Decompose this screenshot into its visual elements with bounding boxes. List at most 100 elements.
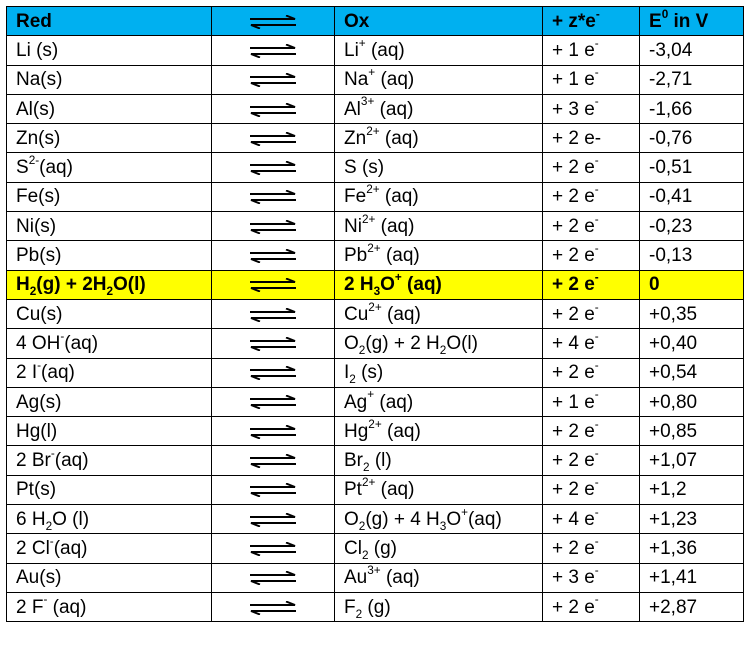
cell-red: Au(s) [6, 562, 212, 593]
table-row: Na(s) Na+ (aq) + 1 e- -2,71 [6, 64, 744, 95]
cell-equilibrium [211, 298, 335, 330]
equilibrium-arrows-icon [250, 512, 296, 527]
cell-electrons: + 3 e- [542, 93, 640, 125]
equilibrium-arrows-icon [250, 571, 296, 586]
cell-standard-potential: 0 [639, 269, 744, 300]
equilibrium-arrows-icon [250, 336, 296, 351]
cell-electrons: + 2 e- [542, 533, 640, 564]
cell-electrons: + 1 e- [542, 386, 640, 418]
header-electrons: + z*e- [542, 5, 640, 37]
cell-red: 2 F- (aq) [6, 591, 212, 623]
cell-ox: Ni2+ (aq) [334, 211, 543, 242]
cell-standard-potential: +0,85 [639, 416, 744, 447]
table-row: Pt(s) Pt2+ (aq) + 2 e- +1,2 [6, 474, 744, 506]
cell-red: Fe(s) [6, 181, 212, 213]
cell-standard-potential: -0,76 [639, 123, 744, 154]
table-row: Fe(s) Fe2+ (aq) + 2 e- -0,41 [6, 181, 744, 213]
cell-ox: Pt2+ (aq) [334, 474, 543, 506]
cell-standard-potential: -0,41 [639, 181, 744, 213]
cell-equilibrium [211, 357, 335, 388]
cell-red: 2 Cl-(aq) [6, 533, 212, 564]
cell-red: Pb(s) [6, 240, 212, 271]
cell-red: H2(g) + 2H2O(l) [6, 269, 212, 300]
cell-electrons: + 1 e- [542, 35, 640, 66]
cell-red: Li (s) [6, 35, 212, 66]
cell-red: 4 OH-(aq) [6, 328, 212, 359]
cell-equilibrium [211, 562, 335, 593]
cell-ox: S (s) [334, 152, 543, 183]
redox-series-table-container: Red Ox + z*e- E0 in V Li (s) Li+ (aq) + [6, 5, 744, 623]
table-row: 4 OH-(aq) O2(g) + 2 H2O(l) + 4 e- +0,40 [6, 328, 744, 359]
equilibrium-arrows-icon [250, 190, 296, 205]
table-row: Zn(s) Zn2+ (aq) + 2 e- -0,76 [6, 123, 744, 154]
cell-red: Cu(s) [6, 298, 212, 330]
cell-ox: Cl2 (g) [334, 533, 543, 564]
equilibrium-arrows-icon [250, 454, 296, 469]
cell-ox: Zn2+ (aq) [334, 123, 543, 154]
cell-standard-potential: +1,2 [639, 474, 744, 506]
equilibrium-arrows-icon [250, 73, 296, 88]
table-row: 2 Br-(aq) Br2 (l) + 2 e- +1,07 [6, 445, 744, 476]
equilibrium-arrows-icon [250, 600, 296, 615]
table-row: 2 Cl-(aq) Cl2 (g) + 2 e- +1,36 [6, 533, 744, 564]
cell-equilibrium [211, 533, 335, 564]
cell-equilibrium [211, 93, 335, 125]
cell-electrons: + 2 e- [542, 181, 640, 213]
cell-standard-potential: -2,71 [639, 64, 744, 95]
equilibrium-arrows-icon [250, 483, 296, 498]
table-row: S2-(aq) S (s) + 2 e- -0,51 [6, 152, 744, 183]
equilibrium-arrows-icon [250, 249, 296, 263]
table-row: Li (s) Li+ (aq) + 1 e- -3,04 [6, 35, 744, 66]
equilibrium-arrows-icon [250, 161, 296, 176]
cell-ox: I2 (s) [334, 357, 543, 388]
cell-electrons: + 3 e- [542, 562, 640, 593]
equilibrium-arrows-icon [250, 366, 296, 381]
cell-ox: Fe2+ (aq) [334, 181, 543, 213]
cell-electrons: + 2 e- [542, 298, 640, 330]
cell-red: S2-(aq) [6, 152, 212, 183]
cell-standard-potential: +1,36 [639, 533, 744, 564]
cell-standard-potential: +0,35 [639, 298, 744, 330]
cell-equilibrium [211, 211, 335, 242]
cell-red: Zn(s) [6, 123, 212, 154]
cell-standard-potential: +2,87 [639, 591, 744, 623]
cell-ox: Pb2+ (aq) [334, 240, 543, 271]
equilibrium-arrows-icon [250, 307, 296, 322]
cell-red: Ag(s) [6, 386, 212, 418]
cell-electrons: + 1 e- [542, 64, 640, 95]
table-row: Au(s) Au3+ (aq) + 3 e- +1,41 [6, 562, 744, 593]
table-row: 2 F- (aq) F2 (g) + 2 e- +2,87 [6, 591, 744, 623]
cell-electrons: + 2 e- [542, 240, 640, 271]
table-row: Ni(s) Ni2+ (aq) + 2 e- -0,23 [6, 211, 744, 242]
table-row: Al(s) Al3+ (aq) + 3 e- -1,66 [6, 93, 744, 125]
cell-electrons: + 2 e- [542, 152, 640, 183]
table-row: Pb(s) Pb2+ (aq) + 2 e- -0,13 [6, 240, 744, 271]
cell-equilibrium [211, 591, 335, 623]
table-row: 2 I-(aq) I2 (s) + 2 e- +0,54 [6, 357, 744, 388]
cell-ox: Li+ (aq) [334, 35, 543, 66]
cell-ox: Br2 (l) [334, 445, 543, 476]
cell-equilibrium [211, 35, 335, 66]
cell-standard-potential: +1,41 [639, 562, 744, 593]
cell-standard-potential: +1,07 [639, 445, 744, 476]
cell-ox: Cu2+ (aq) [334, 298, 543, 330]
cell-ox: Au3+ (aq) [334, 562, 543, 593]
cell-equilibrium [211, 269, 335, 300]
header-standard-potential: E0 in V [639, 5, 744, 37]
cell-red: 6 H2O (l) [6, 504, 212, 535]
equilibrium-arrows-icon [250, 219, 296, 234]
cell-standard-potential: -0,13 [639, 240, 744, 271]
header-red: Red [6, 5, 212, 37]
cell-standard-potential: +0,40 [639, 328, 744, 359]
cell-equilibrium [211, 123, 335, 154]
cell-red: 2 I-(aq) [6, 357, 212, 388]
cell-red: Al(s) [6, 93, 212, 125]
cell-equilibrium [211, 240, 335, 271]
cell-electrons: + 2 e- [542, 123, 640, 154]
cell-standard-potential: -3,04 [639, 35, 744, 66]
cell-electrons: + 2 e- [542, 357, 640, 388]
cell-equilibrium [211, 474, 335, 506]
cell-ox: F2 (g) [334, 591, 543, 623]
table-row: Hg(l) Hg2+ (aq) + 2 e- +0,85 [6, 416, 744, 447]
table-header-row: Red Ox + z*e- E0 in V [6, 5, 744, 37]
